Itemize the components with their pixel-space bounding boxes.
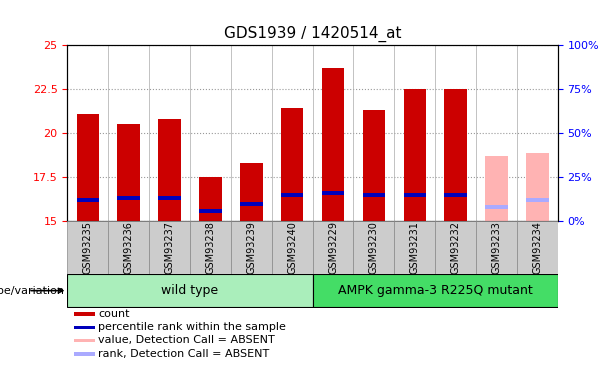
Bar (444, 89, 467, 221)
Bar (118, 124, 140, 221)
Bar (199, 177, 222, 221)
Bar (394, 221, 435, 274)
Text: GSM93232: GSM93232 (451, 221, 460, 274)
Text: GSM93230: GSM93230 (369, 221, 379, 274)
Bar (485, 156, 508, 221)
Bar (313, 274, 558, 307)
Bar (313, 221, 354, 274)
Text: GSM93231: GSM93231 (410, 221, 420, 274)
Bar (322, 68, 345, 221)
Text: GSM93234: GSM93234 (533, 221, 543, 274)
Bar (476, 221, 517, 274)
Bar (109, 221, 149, 274)
Bar (403, 89, 426, 221)
Bar (74, 339, 95, 342)
Text: GSM93237: GSM93237 (165, 221, 175, 274)
Text: percentile rank within the sample: percentile rank within the sample (98, 322, 286, 332)
Bar (526, 198, 549, 202)
Text: GSM93235: GSM93235 (83, 221, 93, 274)
Bar (526, 153, 549, 221)
Bar (158, 119, 181, 221)
Bar (281, 193, 303, 197)
Bar (240, 163, 262, 221)
Title: GDS1939 / 1420514_at: GDS1939 / 1420514_at (224, 26, 402, 42)
Text: GSM93239: GSM93239 (246, 221, 256, 274)
Bar (67, 274, 313, 307)
Bar (435, 221, 476, 274)
Text: rank, Detection Call = ABSENT: rank, Detection Call = ABSENT (98, 349, 270, 359)
Text: GSM93233: GSM93233 (492, 221, 501, 274)
Bar (74, 312, 95, 316)
Text: GSM93240: GSM93240 (287, 221, 297, 274)
Bar (354, 221, 394, 274)
Bar (281, 108, 303, 221)
Bar (67, 221, 109, 274)
Bar (231, 221, 272, 274)
Bar (77, 198, 99, 202)
Text: GSM93238: GSM93238 (205, 221, 215, 274)
Bar (118, 196, 140, 200)
Text: genotype/variation: genotype/variation (0, 286, 64, 296)
Bar (363, 193, 385, 197)
Bar (517, 221, 558, 274)
Bar (322, 191, 345, 195)
Bar (485, 205, 508, 209)
Text: count: count (98, 309, 130, 319)
Text: GSM93229: GSM93229 (328, 221, 338, 274)
Text: AMPK gamma-3 R225Q mutant: AMPK gamma-3 R225Q mutant (338, 284, 533, 297)
Text: GSM93236: GSM93236 (124, 221, 134, 274)
Bar (240, 202, 262, 206)
Bar (74, 326, 95, 329)
Bar (74, 352, 95, 356)
Bar (272, 221, 313, 274)
Text: value, Detection Call = ABSENT: value, Detection Call = ABSENT (98, 336, 275, 345)
Bar (199, 209, 222, 213)
Bar (77, 114, 99, 221)
Bar (444, 193, 467, 197)
Text: wild type: wild type (161, 284, 219, 297)
Bar (158, 196, 181, 200)
Bar (190, 221, 231, 274)
Bar (403, 193, 426, 197)
Bar (363, 110, 385, 221)
Bar (149, 221, 190, 274)
